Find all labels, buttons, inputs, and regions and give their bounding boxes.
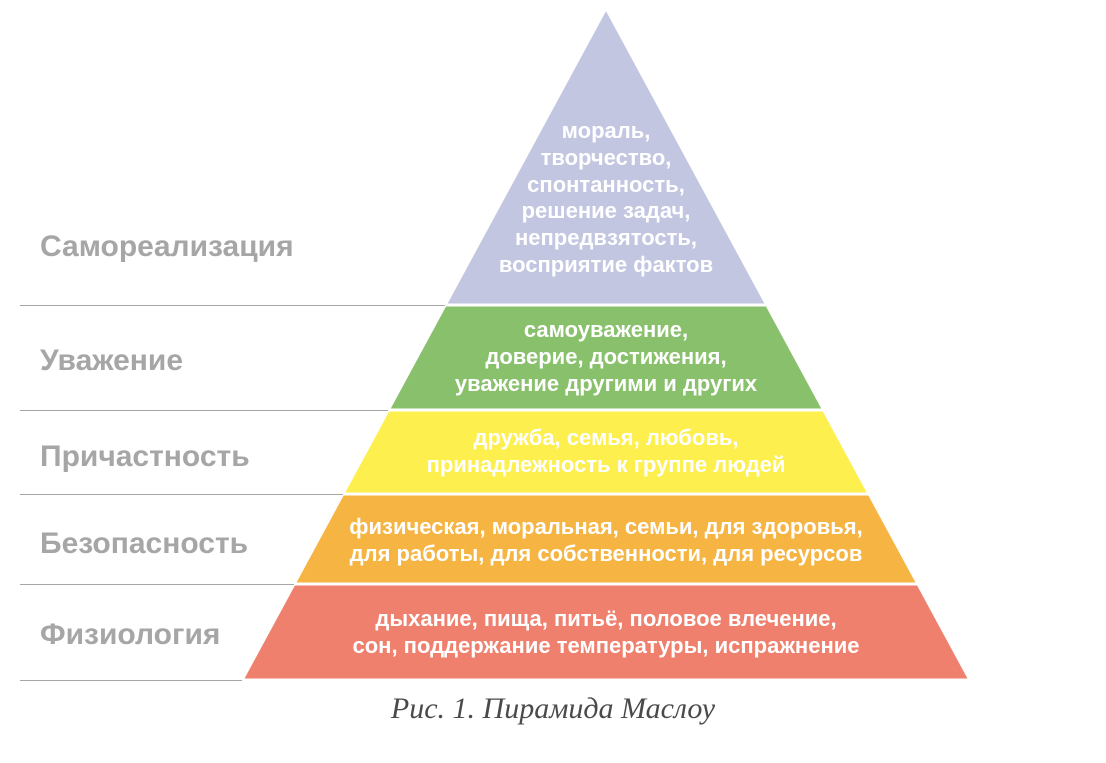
band-text-belonging: дружба, семья, любовь,принадлежность к г… — [226, 425, 986, 479]
band-text-self-actualization: мораль,творчество,спонтанность,решение з… — [226, 118, 986, 279]
divider-rule-esteem — [20, 410, 388, 411]
figure-caption: Рис. 1. Пирамида Маслоу — [0, 692, 1106, 726]
divider-rule-physiology — [20, 680, 242, 681]
divider-rule-belonging — [20, 494, 343, 495]
band-text-safety: физическая, моральная, семьи, для здоров… — [226, 514, 986, 568]
diagram-canvas: СамореализацияУважениеПричастностьБезопа… — [0, 0, 1106, 763]
divider-rule-safety — [20, 584, 294, 585]
divider-rule-self-actualization — [20, 305, 445, 306]
band-text-physiology: дыхание, пища, питьё, половое влечение,с… — [226, 606, 986, 660]
band-text-esteem: самоуважение,доверие, достижения,уважени… — [226, 317, 986, 397]
